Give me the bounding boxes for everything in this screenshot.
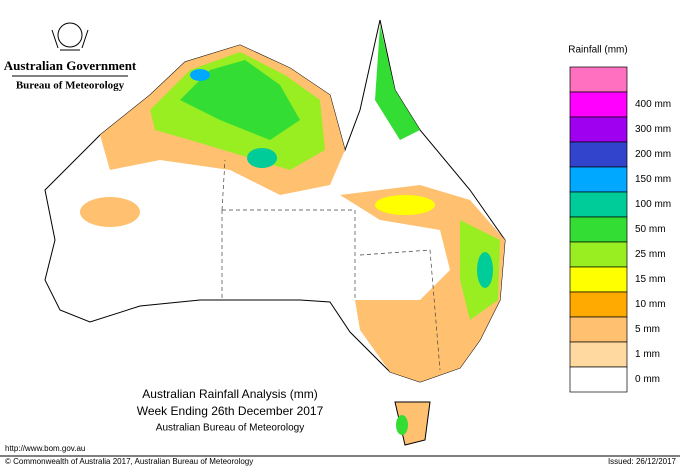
legend-swatch (569, 116, 628, 143)
legend-swatch (569, 66, 628, 93)
legend-swatch (569, 341, 628, 368)
legend-label: 300 mm (635, 124, 671, 135)
legend-swatch (569, 166, 628, 193)
legend-label: 0 mm (635, 374, 660, 385)
legend-label: 10 mm (635, 299, 666, 310)
legend-swatch (569, 316, 628, 343)
legend-swatch (569, 366, 628, 393)
url: http://www.bom.gov.au (5, 444, 85, 453)
legend-swatch (569, 141, 628, 168)
legend-label: 15 mm (635, 274, 666, 285)
crest (51, 22, 89, 51)
legend-title: Rainfall (mm) (568, 45, 627, 56)
title-line3: Australian Bureau of Meteorology (156, 423, 304, 434)
legend-label: 1 mm (635, 349, 660, 360)
agency: Australian Government (4, 58, 137, 73)
australia (44, 19, 506, 446)
title-line2: Week Ending 26th December 2017 (137, 404, 324, 418)
legend: 400 mm 300 mm 200 mm 150 mm 100 mm 50 mm 25 mm… (569, 66, 671, 393)
legend-swatch (569, 291, 628, 318)
issued: Issued: 26/12/2017 (608, 457, 677, 466)
legend-swatch (569, 91, 628, 118)
bureau: Bureau of Meteorology (16, 80, 125, 92)
legend-label: 200 mm (635, 149, 671, 160)
legend-label: 50 mm (635, 224, 666, 235)
legend-swatch (569, 216, 628, 243)
legend-label: 150 mm (635, 174, 671, 185)
legend-swatch (569, 266, 628, 293)
legend-label: 5 mm (635, 324, 660, 335)
legend-swatch (569, 241, 628, 268)
copyright: © Commonwealth of Australia 2017, Austra… (5, 457, 253, 466)
title-line1: Australian Rainfall Analysis (mm) (142, 387, 317, 401)
legend-label: 400 mm (635, 99, 671, 110)
legend-label: 25 mm (635, 249, 666, 260)
legend-swatch (569, 191, 628, 218)
legend-label: 100 mm (635, 199, 671, 210)
